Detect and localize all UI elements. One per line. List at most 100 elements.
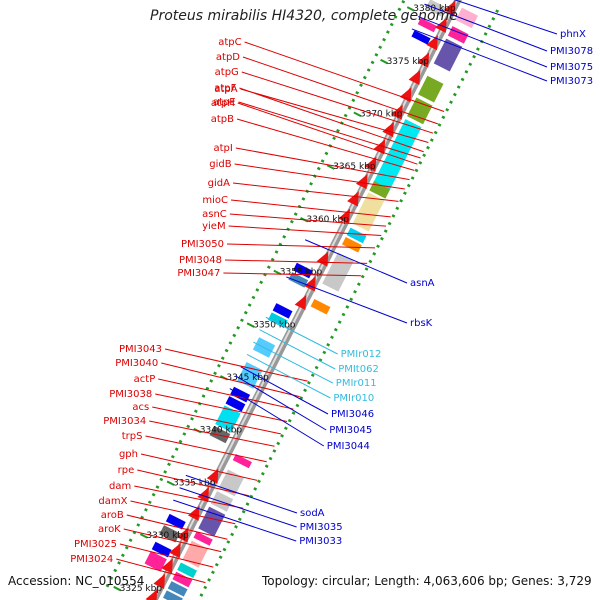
accession-text: Accession: NC_010554 — [8, 574, 145, 588]
label-leader-line — [238, 101, 421, 159]
kbp-tick — [380, 58, 389, 65]
label-leader-line — [237, 102, 418, 165]
label-leader-line — [137, 469, 250, 497]
gene-label-left: actP — [134, 374, 156, 385]
gene-label-left: PMI3025 — [74, 539, 117, 550]
label-leader-line — [265, 316, 338, 355]
gene-label-left: asnC — [202, 209, 227, 220]
label-leader-line — [242, 56, 438, 125]
gene-label-right: PMI3033 — [299, 536, 342, 547]
gene-label-left: PMI3047 — [177, 268, 220, 279]
kbp-tick-label: 3340 kbp — [200, 426, 243, 436]
gene-label-left: dam — [109, 481, 131, 492]
gene-label-right: PMI3075 — [550, 62, 593, 73]
label-leader-line — [123, 528, 222, 553]
kbp-tick-label: 3360 kbp — [307, 215, 350, 225]
label-leader-line — [161, 362, 300, 398]
label-leader-line — [185, 474, 298, 514]
forward-arrow — [294, 294, 307, 311]
label-leader-line — [228, 225, 382, 236]
gene-label-left: atpH — [211, 98, 235, 109]
label-leader-line — [223, 272, 361, 277]
gene-label-right: PMIr011 — [336, 378, 377, 389]
left-guide-dots — [197, 9, 500, 600]
label-leader-line — [119, 543, 214, 568]
label-leader-line — [116, 558, 206, 584]
gene-label-right: PMI3046 — [331, 409, 374, 420]
forward-arrow — [161, 558, 173, 574]
label-leader-line — [134, 485, 244, 509]
gene-label-left: PMI3048 — [179, 255, 222, 266]
label-leader-line — [417, 16, 548, 68]
forward-arrow — [176, 527, 189, 543]
label-leader-line — [224, 259, 368, 264]
gene-block-reverse — [417, 17, 437, 33]
gene-label-right: PMIr010 — [333, 393, 374, 404]
gene-label-right: PMI3078 — [550, 46, 593, 57]
kbp-tick — [246, 322, 255, 328]
forward-arrow — [145, 589, 158, 600]
gene-block-forward — [232, 453, 252, 469]
label-leader-line — [145, 435, 267, 463]
gene-block-forward — [193, 531, 213, 546]
genome-stats-text: Topology: circular; Length: 4,063,606 bp… — [262, 574, 592, 588]
kbp-tick-label: 3330 kbp — [146, 531, 189, 541]
gene-block-reverse — [411, 30, 431, 45]
gene-block-forward — [167, 581, 188, 597]
gene-label-left: atpD — [216, 52, 240, 63]
label-leader-line — [259, 329, 336, 370]
kbp-tick-label: 3350 kbp — [253, 320, 296, 330]
label-leader-line — [424, 3, 548, 52]
gene-block-reverse — [267, 312, 288, 328]
gene-label-left: atpI — [213, 143, 232, 154]
label-leader-line — [230, 199, 391, 218]
label-leader-line — [155, 393, 288, 422]
gene-block-reverse — [209, 425, 231, 444]
forward-arrow — [373, 139, 386, 155]
label-leader-line — [232, 182, 399, 202]
gene-block-forward — [433, 38, 463, 72]
forward-arrow — [443, 0, 456, 16]
gene-block-forward — [346, 227, 367, 244]
kbp-tick — [353, 111, 362, 118]
forward-arrow — [391, 104, 403, 120]
gene-block-forward — [342, 236, 362, 253]
gene-label-left: gidB — [209, 159, 231, 170]
forward-arrow — [355, 173, 368, 190]
gene-label-left: gidA — [208, 178, 230, 189]
gene-label-right: phnX — [560, 29, 586, 40]
genome-title: Proteus mirabilis HI4320, complete genom… — [150, 8, 458, 24]
label-leader-line — [239, 87, 424, 153]
label-leader-line — [140, 453, 258, 481]
kbp-tick-label: 3355 kbp — [280, 268, 323, 278]
forward-arrow — [408, 69, 421, 85]
forward-arrow — [347, 191, 359, 207]
gene-label-left: atpF — [214, 83, 236, 94]
gene-label-left: PMI3024 — [70, 554, 113, 565]
gene-block-forward — [407, 97, 433, 125]
label-leader-line — [235, 147, 410, 181]
gene-label-right: rbsK — [410, 318, 433, 329]
kbp-tick-label: 3380 kbp — [413, 4, 456, 14]
kbp-tick-label: 3375 kbp — [387, 57, 430, 67]
gene-block-reverse — [272, 303, 293, 319]
forward-arrow — [304, 276, 316, 292]
gene-label-right: PMI3073 — [550, 76, 593, 87]
gene-label-left: gph — [119, 449, 138, 460]
label-leader-line — [234, 163, 405, 190]
label-leader-line — [244, 41, 445, 112]
gene-block-forward — [177, 562, 197, 579]
gene-block-reverse — [151, 541, 172, 558]
gene-block-forward — [418, 75, 444, 103]
label-leader-line — [179, 487, 297, 528]
gene-block-forward — [163, 590, 183, 600]
gene-block-reverse — [165, 513, 186, 530]
label-leader-line — [152, 406, 281, 435]
gene-block-forward — [352, 192, 385, 232]
label-leader-line — [229, 388, 325, 447]
label-leader-line — [158, 378, 294, 410]
kbp-tick — [139, 533, 148, 539]
gene-block-reverse — [225, 396, 246, 412]
label-leader-line — [130, 500, 236, 525]
forward-arrow — [426, 35, 438, 51]
